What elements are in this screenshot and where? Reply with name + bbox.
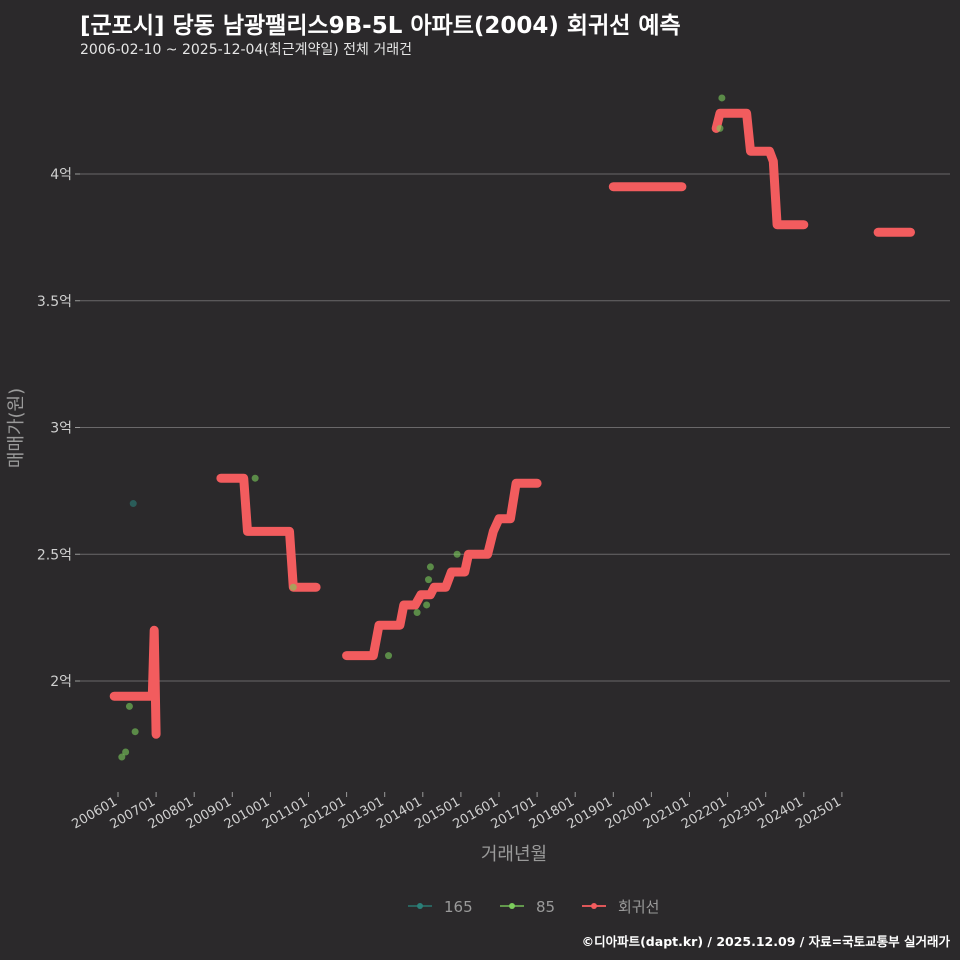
data-point-85 bbox=[125, 702, 133, 710]
y-axis-ticks: 2억 2.5억 3억 3.5억 4억 bbox=[37, 167, 80, 690]
regression-segment bbox=[216, 473, 321, 592]
data-point-85 bbox=[423, 601, 431, 609]
legend-label: 165 bbox=[444, 898, 473, 916]
data-point-85 bbox=[413, 609, 421, 617]
grid-lines bbox=[80, 173, 950, 682]
y-tick-label: 2억 bbox=[50, 674, 72, 690]
data-point-85 bbox=[718, 94, 726, 102]
data-point-85 bbox=[426, 563, 434, 571]
data-point-85 bbox=[385, 652, 393, 660]
regression-segment bbox=[109, 625, 161, 739]
chart-subtitle: 2006-02-10 ~ 2025-12-04(최근계약일) 전체 거래건 bbox=[80, 42, 412, 58]
data-point-85 bbox=[131, 728, 139, 736]
data-point-85 bbox=[425, 576, 433, 584]
y-tick-label: 2.5억 bbox=[37, 547, 72, 563]
y-tick-label: 4억 bbox=[50, 167, 72, 183]
y-axis-title: 매매가(원) bbox=[6, 388, 27, 468]
y-tick-label: 3.5억 bbox=[37, 294, 72, 310]
data-point-165 bbox=[129, 500, 137, 508]
legend: 165 85 회귀선 bbox=[408, 898, 659, 916]
x-axis-title: 거래년월 bbox=[481, 844, 547, 865]
legend-label: 85 bbox=[536, 898, 555, 916]
legend-key-dot bbox=[591, 903, 597, 909]
legend-key-dot bbox=[417, 903, 423, 909]
legend-label: 회귀선 bbox=[618, 898, 659, 916]
data-point-85 bbox=[122, 748, 130, 756]
x-axis-ticks: 2006012007012008012009012010012011012012… bbox=[70, 792, 844, 832]
scatter-points bbox=[118, 94, 726, 761]
y-tick-label: 3억 bbox=[50, 421, 72, 437]
regression-line bbox=[109, 108, 915, 739]
legend-key-dot bbox=[509, 903, 515, 909]
chart-title: [군포시] 당동 남광팰리스9B-5L 아파트(2004) 회귀선 예측 bbox=[80, 13, 681, 39]
regression-segment bbox=[711, 108, 809, 230]
data-point-85 bbox=[716, 124, 724, 132]
regression-segment bbox=[342, 478, 542, 661]
footer-credit: ©디아파트(dapt.kr) / 2025.12.09 / 자료=국토교통부 실… bbox=[581, 934, 950, 949]
data-point-85 bbox=[118, 753, 126, 761]
data-point-85 bbox=[251, 474, 259, 482]
data-point-85 bbox=[453, 550, 461, 558]
data-point-85 bbox=[289, 583, 297, 591]
